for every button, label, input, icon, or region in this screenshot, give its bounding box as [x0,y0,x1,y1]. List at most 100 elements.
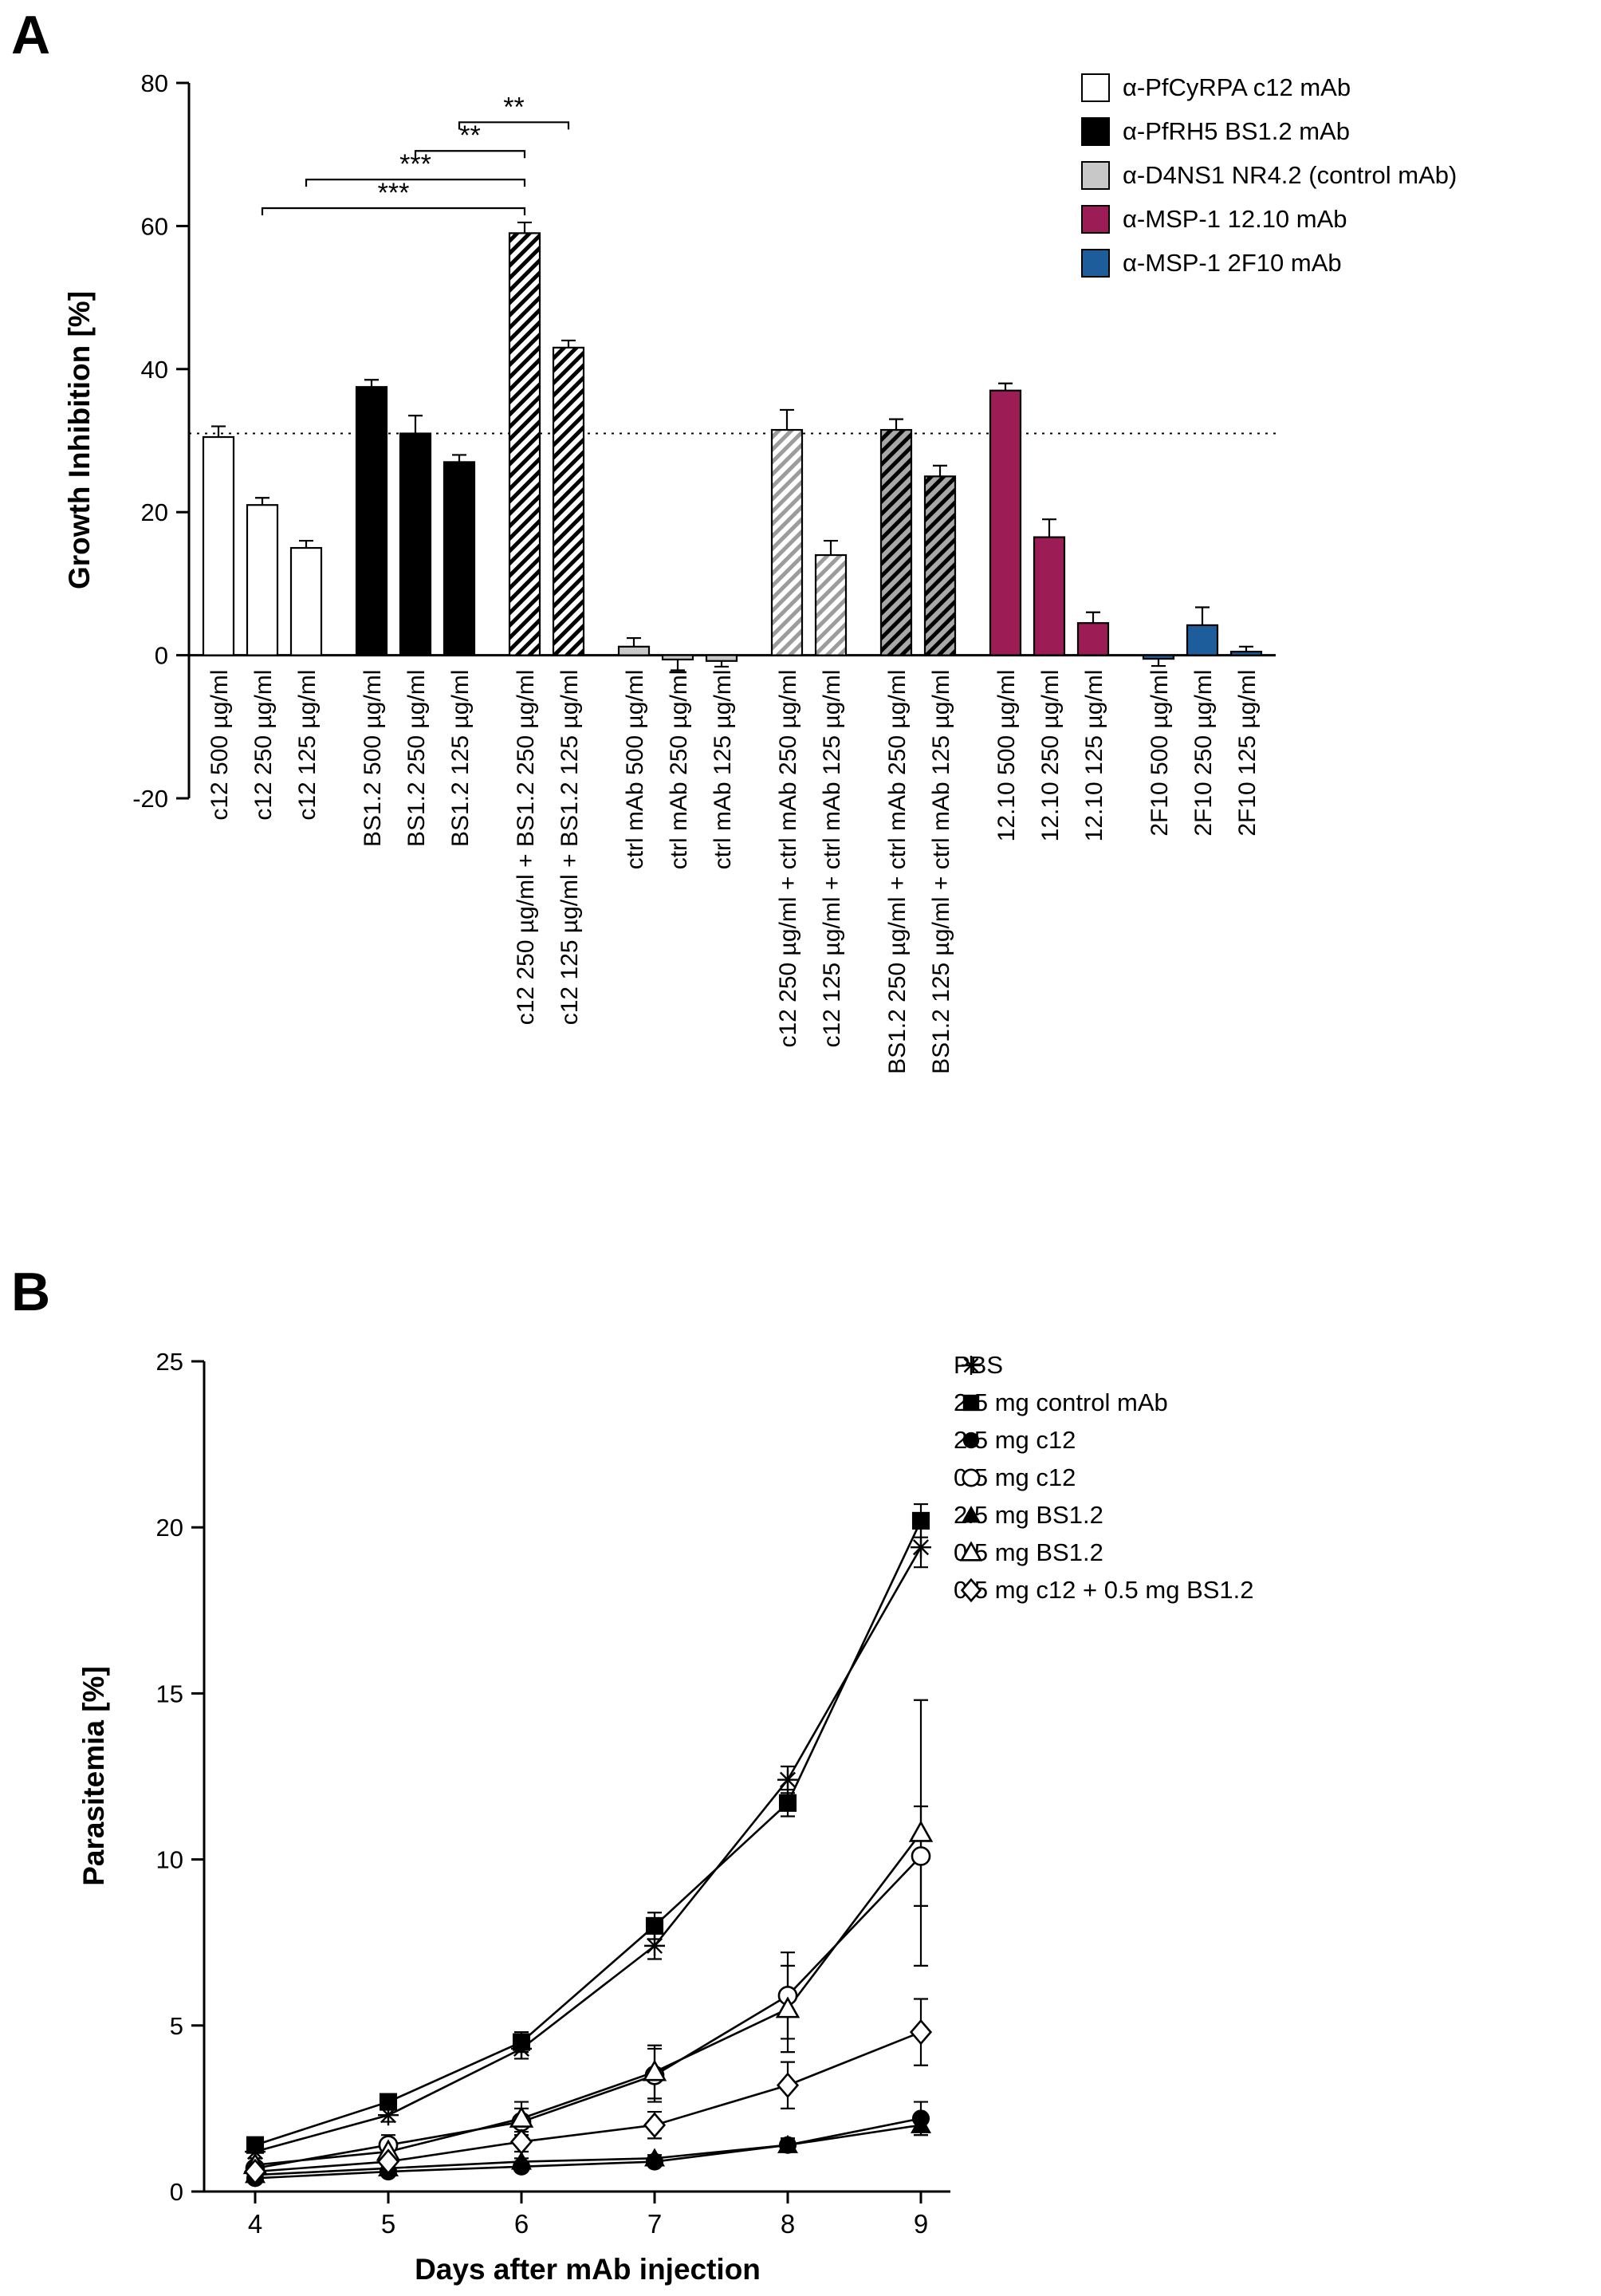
marker-diamond-open [509,2129,533,2155]
bar-category-label: c12 250 µg/ml [250,670,277,821]
marker-circle-filled [962,1432,980,1449]
legend-item: 0.5 mg c12 [954,1463,1254,1492]
panel-a-label: A [11,5,51,65]
significance-bracket [414,150,526,159]
bar-category-label: BS1.2 125 µg/ml [447,670,474,847]
legend-item: 0.5 mg c12 + 0.5 mg BS1.2 [954,1576,1254,1605]
bar [770,428,804,656]
y-tick-label: 25 [156,1348,183,1376]
legend-item: 0.5 mg BS1.2 [954,1538,1254,1567]
legend-swatch-blue [1081,249,1110,278]
bar-category-label: 2F10 250 µg/ml [1190,670,1217,837]
bar [661,654,694,661]
legend-item: α-MSP-1 12.10 mAb [1081,205,1457,234]
marker-square-filled [512,2033,531,2051]
panel-a-legend: α-PfCyRPA c12 mAb α-PfRH5 BS1.2 mAb α-D4NS… [1081,73,1457,278]
panel-b-legend: PBS 2.5 mg control mAb 2.5 mg c12 0.5 mg c1… [954,1351,1254,1605]
y-tick-label: 10 [156,1846,183,1874]
bar [814,553,848,656]
legend-marker-icon [960,1577,982,1603]
panel-b-x-axis-title: Days after mAb injection [415,2253,761,2286]
series-line [254,1546,922,2153]
significance-bracket [458,121,570,130]
legend-label: α-MSP-1 12.10 mAb [1123,205,1347,233]
x-tick-label: 6 [514,2209,529,2239]
y-tick-label: 0 [170,2178,183,2206]
marker-square-filled [246,2136,265,2154]
bar [617,645,651,656]
panel-b-label: B [11,1262,51,1322]
bar-category-label: 2F10 500 µg/ml [1147,670,1173,837]
marker-diamond-open [243,2158,267,2185]
series-line [254,1520,922,2146]
legend-marker-icon [962,1356,981,1375]
bar-category-label: ctrl mAb 250 µg/ml [666,670,692,870]
marker-diamond-open [643,2112,667,2139]
bar [705,654,738,662]
legend-label: α-PfRH5 BS1.2 mAb [1123,117,1350,145]
y-tick-label: 80 [141,69,168,97]
series-line [254,2117,922,2180]
bar-category-label: BS1.2 500 µg/ml [360,670,386,847]
marker-triangle-open [959,1541,983,1562]
significance-stars: *** [378,178,410,208]
legend-marker-icon [962,1468,981,1487]
legend-item: PBS [954,1351,1254,1380]
bar [508,232,541,656]
legend-label: 0.5 mg BS1.2 [954,1538,1103,1566]
legend-item: 2.5 mg control mAb [954,1388,1254,1417]
x-tick-label: 8 [781,2209,795,2239]
marker-triangle-filled [511,2151,532,2170]
series-line [254,2124,922,2176]
bar-category-label: BS1.2 125 µg/ml + ctrl mAb 125 µg/ml [928,670,954,1074]
marker-diamond-open [376,2148,400,2175]
y-tick-label: 20 [141,498,168,526]
legend-item: α-MSP-1 2F10 mAb [1081,249,1457,278]
bar [289,546,323,656]
bar-category-label: c12 250 µg/ml + ctrl mAb 250 µg/ml [775,670,801,1048]
bar-category-label: BS1.2 250 µg/ml [403,670,430,847]
legend-item: α-PfRH5 BS1.2 mAb [1081,117,1457,146]
bar [246,504,279,656]
marker-diamond-open [960,1577,982,1603]
legend-marker-icon [959,1541,983,1562]
marker-square-filled [645,1916,664,1935]
panel-b-chart: 0 5 10 15 20 25 4 5 6 7 8 9 [156,1348,950,2239]
marker-triangle-filled [777,2134,798,2153]
marker-square-filled [911,1511,930,1530]
bar [1229,651,1263,656]
bar-category-label: c12 250 µg/ml + BS1.2 250 µg/ml [513,670,539,1026]
legend-label: 0.5 mg c12 + 0.5 mg BS1.2 [954,1576,1254,1604]
legend-label: 2.5 mg control mAb [954,1388,1168,1416]
series-line [254,2030,922,2173]
marker-square-filled [379,2093,398,2111]
marker-diamond-open [909,2018,933,2046]
bar-category-label: 12.10 125 µg/ml [1081,670,1107,842]
bar [1076,622,1110,656]
bar [989,389,1022,656]
y-tick-label: 5 [170,2012,183,2040]
significance-bracket [305,178,526,187]
significance-stars: ** [459,120,480,151]
marker-square-filled [778,1794,797,1812]
marker-triangle-open [775,1996,800,2018]
bar-category-label: BS1.2 250 µg/ml + ctrl mAb 250 µg/ml [884,670,911,1074]
x-tick-label: 9 [914,2209,928,2239]
panel-a-chart: 80 60 40 20 0 -20 c12 500 µg/ml c12 250 µg/ml c1… [132,69,1276,1074]
y-tick-label: 40 [141,356,168,384]
bar [399,432,432,656]
legend-swatch-black [1081,117,1110,146]
significance-bracket [261,207,526,215]
y-tick-label: -20 [132,785,168,813]
legend-swatch-maroon [1081,205,1110,234]
marker-triangle-open [642,2059,667,2081]
legend-item: 2.5 mg c12 [954,1426,1254,1455]
bar [923,475,957,656]
y-tick-label: 0 [155,642,168,670]
marker-triangle-open [509,2105,534,2128]
marker-circle-open [911,1846,931,1866]
bar [1033,536,1066,656]
x-tick-label: 7 [647,2209,662,2239]
legend-item: α-D4NS1 NR4.2 (control mAb) [1081,161,1457,190]
